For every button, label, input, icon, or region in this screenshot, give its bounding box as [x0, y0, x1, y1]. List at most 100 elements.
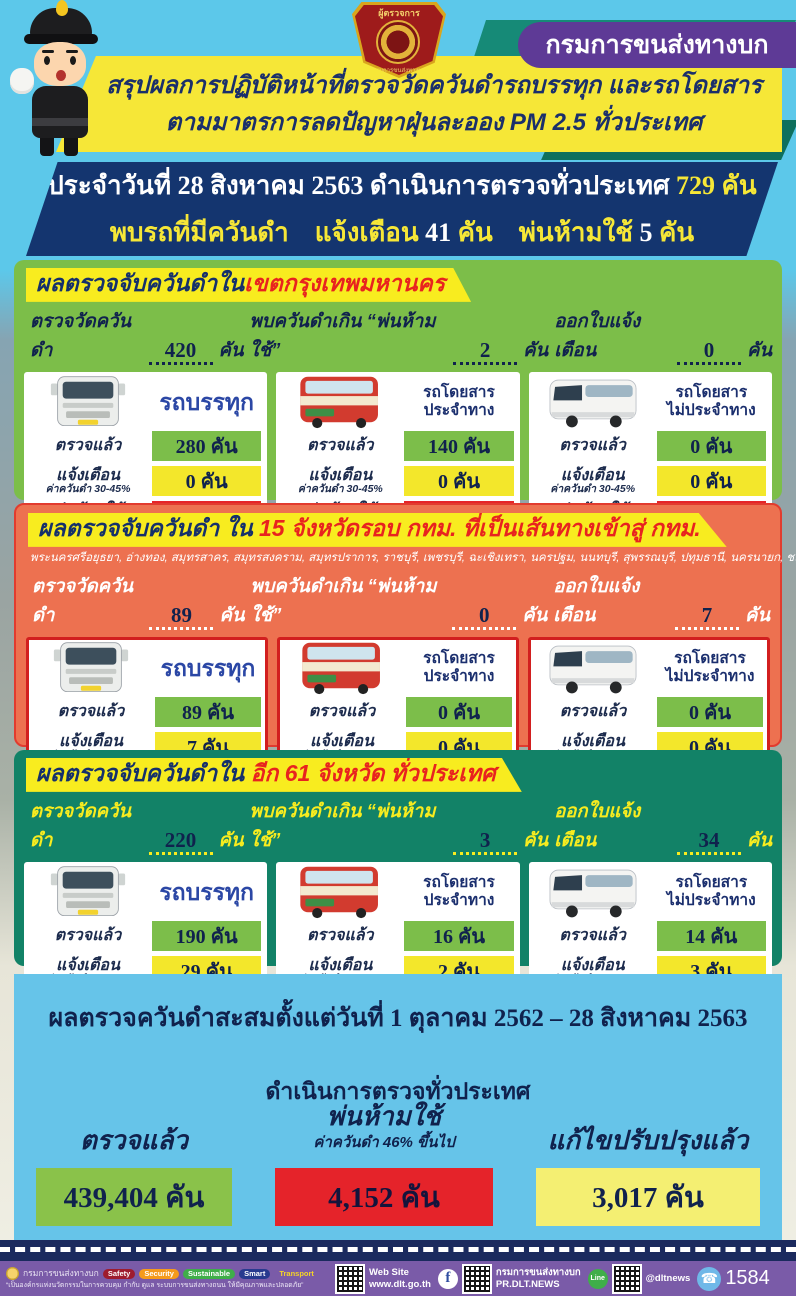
city-bus-icon [302, 642, 380, 695]
cumulative-inspected-column: ตรวจแล้ว 439,404 คัน [36, 1103, 232, 1226]
daily-prefix: ประจำวันที่ [47, 171, 172, 200]
daily-found-label: พบรถที่มีควันดำ [109, 218, 289, 247]
traffic-officer-mascot [8, 0, 120, 158]
dlt-logo-icon [6, 1267, 19, 1281]
emblem-top-text: ผู้ตรวจการ [378, 8, 420, 18]
emblem-ring [376, 20, 420, 64]
section-header: ผลตรวจจับควันดำในเขตกรุงเทพมหานคร [26, 268, 472, 302]
section-header: ผลตรวจจับควันดำ ใน 15 จังหวัดรอบ กทม. ที… [28, 513, 727, 547]
facebook-org: กรมการขนส่งทางบก [495, 1267, 581, 1279]
daily-total: 729 คัน [676, 171, 757, 200]
warned-value: 0 คัน [152, 466, 262, 497]
facebook-icon: f [437, 1268, 458, 1289]
footer-org-name: กรมการขนส่งทางบก [23, 1268, 99, 1279]
province-list: พระนครศรีอยุธยา, อ่างทอง, สมุทรสาคร, สมุ… [30, 551, 796, 564]
warned-value: 0 คัน [656, 466, 766, 497]
title-line-2: ตามมาตรการลดปัญหาฝุ่นละออง PM 2.5 ทั่วปร… [165, 109, 703, 136]
cumulative-inspected-value: 439,404 คัน [36, 1168, 232, 1226]
truck-icon [53, 642, 129, 692]
footer-bar: กรมการขนส่งทางบก Safety Security Sustain… [0, 1261, 796, 1296]
section-stat-line: ตรวจวัดควันดำ 420 คัน พบควันดำเกิน “พ่นห… [30, 307, 772, 365]
website-url[interactable]: www.dlt.go.th [369, 1278, 431, 1290]
banned-count: 2 [453, 339, 518, 365]
daily-ban-label: พ่นห้ามใช้ [518, 218, 633, 247]
daily-warn-label: แจ้งเตือน [314, 218, 419, 247]
inspected-value: 89 คัน [155, 697, 261, 728]
inspected-value: 0 คัน [657, 697, 763, 728]
main-title-banner: สรุปผลการปฏิบัติหน้าที่ตรวจวัดควันดำรถบร… [56, 56, 782, 152]
cumulative-subtitle: ดำเนินการตรวจทั่วประเทศ [265, 1079, 531, 1104]
daily-ban-value: 5 [639, 218, 653, 247]
section-stat-line: ตรวจวัดควันดำ 220 คัน พบควันดำเกิน “พ่นห… [30, 797, 772, 855]
city-bus-icon [300, 376, 379, 429]
inspected-value: 16 คัน [404, 921, 514, 952]
website-label: Web Site [369, 1267, 409, 1279]
cumulative-title: ผลตรวจควันดำสะสมตั้งแต่วันที่ 1 ตุลาคม 2… [48, 1005, 748, 1032]
inspected-count: 420 [148, 339, 213, 365]
line-app-icon: Line [587, 1268, 608, 1289]
footer-website: Web Site www.dlt.go.th [335, 1263, 431, 1294]
cumulative-results-panel: ผลตรวจควันดำสะสมตั้งแต่วันที่ 1 ตุลาคม 2… [14, 974, 782, 1242]
warned-count: 0 [676, 339, 741, 365]
footer-phone: ☎ 1584 [697, 1266, 770, 1291]
mascot-stop-hand [10, 68, 34, 94]
website-qr-code [335, 1263, 365, 1294]
section-bangkok: ผลตรวจจับควันดำในเขตกรุงเทพมหานคร ตรวจวั… [14, 260, 782, 539]
section-header: ผลตรวจจับควันดำใน อีก 61 จังหวัด ทั่วประ… [26, 758, 522, 792]
warned-count: 34 [676, 829, 741, 855]
daily-date: 28 สิงหาคม 2563 [177, 171, 364, 200]
coach-bus-icon [549, 869, 637, 918]
pill-security: Security [139, 1268, 179, 1279]
vehicle-type-label: รถบรรทุก [159, 878, 254, 905]
pill-smart: Smart [239, 1268, 271, 1279]
cumulative-fixed-value: 3,017 คัน [536, 1168, 760, 1226]
emblem-bottom-text: กรมการขนส่งทางบก [372, 68, 426, 74]
section-61-provinces: ผลตรวจจับควันดำใน อีก 61 จังหวัด ทั่วประ… [14, 750, 782, 1029]
agency-name-badge: กรมการขนส่งทางบก [518, 22, 796, 68]
footer-line: Line @dltnews [587, 1263, 691, 1294]
daily-summary-banner: ประจำวันที่ 28 สิงหาคม 2563 ดำเนินการตรว… [26, 162, 778, 256]
phone-icon: ☎ [697, 1266, 722, 1291]
hotline-number: 1584 [725, 1267, 770, 1289]
daily-warn-value: 41 [425, 218, 452, 247]
banned-count: 3 [453, 829, 518, 855]
hat-emblem [56, 0, 68, 16]
warned-value: 0 คัน [404, 466, 514, 497]
coach-bus-icon [549, 379, 637, 428]
cumulative-banned-column: พ่นห้ามใช้ ค่าควันดำ 46% ขึ้นไป 4,152 คั… [275, 1102, 493, 1226]
vehicle-type-label: รถบรรทุก [159, 388, 254, 415]
inspected-value: 0 คัน [656, 431, 766, 462]
inspected-value: 140 คัน [404, 431, 514, 462]
section-15-provinces: ผลตรวจจับควันดำ ใน 15 จังหวัดรอบ กทม. ที… [14, 503, 796, 806]
daily-mid: ดำเนินการตรวจทั่วประเทศ [369, 171, 670, 200]
inspected-value: 280 คัน [152, 431, 262, 462]
department-shield-emblem-icon: ผู้ตรวจการ กรมการขนส่งทางบก [352, 2, 446, 78]
coach-bus-icon [549, 645, 637, 694]
line-qr-code [611, 1263, 642, 1294]
facebook-qr-code [461, 1263, 492, 1294]
footer-tagline: “เป็นองค์กรแห่งนวัตกรรมในการควบคุม กำกับ… [6, 1282, 304, 1290]
facebook-page[interactable]: PR.DLT.NEWS [495, 1278, 560, 1290]
cumulative-banned-value: 4,152 คัน [275, 1168, 493, 1226]
line-id[interactable]: @dltnews [645, 1272, 691, 1284]
vehicle-type-label: รถบรรทุก [160, 654, 256, 681]
warned-count: 7 [674, 604, 739, 630]
footer-separator [0, 1240, 796, 1261]
inspected-count: 220 [148, 829, 213, 855]
section-stat-line: ตรวจวัดควันดำ 89 คัน พบควันดำเกิน “พ่นห้… [32, 572, 770, 630]
footer-facebook: f กรมการขนส่งทางบก PR.DLT.NEWS [437, 1263, 581, 1294]
pill-safety: Safety [102, 1268, 136, 1279]
cumulative-fixed-column: แก้ไขปรับปรุงแล้ว 3,017 คัน [536, 1103, 760, 1226]
city-bus-icon [300, 866, 379, 919]
pill-sustainable: Sustainable [182, 1268, 236, 1279]
truck-icon [50, 866, 126, 916]
mascot-face [34, 42, 86, 86]
pill-transport: Transport [279, 1268, 314, 1278]
truck-icon [50, 376, 126, 426]
banned-count: 0 [452, 604, 517, 630]
inspected-count: 89 [149, 604, 214, 630]
inspected-value: 14 คัน [656, 921, 766, 952]
inspected-value: 190 คัน [152, 921, 262, 952]
title-line-1: สรุปผลการปฏิบัติหน้าที่ตรวจวัดควันดำรถบร… [106, 71, 762, 99]
